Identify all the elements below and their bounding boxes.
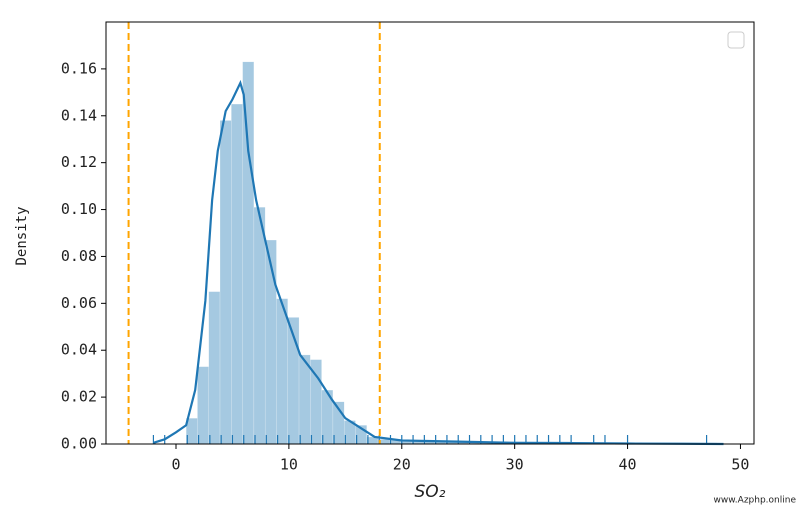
y-tick-label: 0.04	[61, 341, 97, 359]
bar	[231, 103, 243, 445]
x-axis-label: SO₂	[415, 482, 446, 502]
bar	[310, 359, 322, 445]
y-tick-label: 0.08	[61, 247, 97, 265]
bar	[298, 354, 311, 445]
y-tick-label: 0.02	[61, 388, 97, 406]
y-tick-label: 0.10	[61, 200, 97, 218]
x-tick-label: 10	[280, 456, 298, 474]
plot-frame	[105, 21, 755, 445]
bar	[242, 61, 255, 445]
y-tick-label: 0.12	[61, 153, 97, 171]
bar	[219, 120, 232, 445]
y-tick-label: 0.16	[61, 59, 97, 77]
y-tick-label: 0.00	[61, 435, 97, 453]
x-tick-label: 20	[393, 456, 411, 474]
x-tick-label: 0	[171, 456, 180, 474]
y-tick-label: 0.14	[61, 106, 97, 124]
bar	[276, 298, 288, 445]
legend	[727, 31, 745, 49]
watermark: www.Azphp.online	[714, 496, 797, 506]
kde-line	[153, 79, 724, 446]
bar	[253, 207, 266, 445]
bar	[264, 239, 277, 445]
bar	[208, 291, 221, 445]
x-tick-label: 50	[731, 456, 749, 474]
bar	[197, 366, 209, 445]
x-tick-label: 30	[506, 456, 524, 474]
y-axis-label: Density	[14, 206, 30, 265]
x-tick-label: 40	[619, 456, 637, 474]
y-tick-label: 0.06	[61, 294, 97, 312]
